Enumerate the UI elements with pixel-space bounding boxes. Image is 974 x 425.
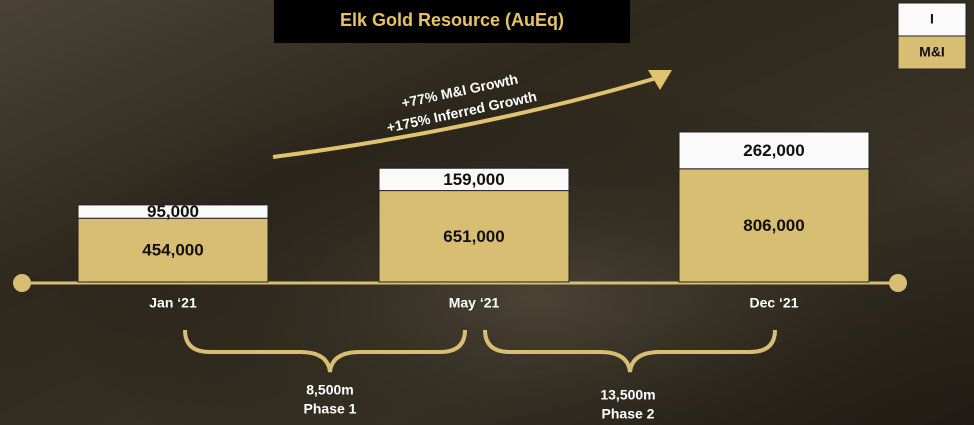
timeline-end xyxy=(13,274,31,292)
value-label: 262,000 xyxy=(743,141,804,160)
phase-length: 13,500m xyxy=(600,387,655,403)
title-box xyxy=(274,0,630,43)
phase-brace xyxy=(483,329,777,373)
bar-segment xyxy=(77,204,269,219)
value-label: 651,000 xyxy=(443,227,504,246)
value-label: 95,000 xyxy=(147,202,199,221)
arrow-head xyxy=(648,70,672,90)
value-label: 806,000 xyxy=(743,216,804,235)
x-tick-label: Dec ‘21 xyxy=(749,295,798,311)
legend-label: I xyxy=(930,11,934,27)
growth-arrow xyxy=(272,75,661,159)
value-label: 159,000 xyxy=(443,170,504,189)
phase-label: Phase 1 xyxy=(304,401,357,417)
chart-title: Elk Gold Resource (AuEq) xyxy=(340,10,564,30)
legend-swatch xyxy=(897,35,967,70)
phase-brace xyxy=(183,329,467,373)
bar-segment xyxy=(678,168,870,283)
value-label: 454,000 xyxy=(142,241,203,260)
bar-segment xyxy=(77,217,269,283)
legend-label: M&I xyxy=(919,44,945,60)
legend-swatch xyxy=(897,2,967,37)
phase-label: Phase 2 xyxy=(602,406,655,422)
x-tick-label: Jan ‘21 xyxy=(149,295,197,311)
x-tick-label: May ‘21 xyxy=(449,295,500,311)
bar-segment xyxy=(378,167,570,192)
timeline-end xyxy=(889,274,907,292)
phase-length: 8,500m xyxy=(306,382,353,398)
bar-segment xyxy=(678,131,870,170)
bar-segment xyxy=(378,190,570,283)
